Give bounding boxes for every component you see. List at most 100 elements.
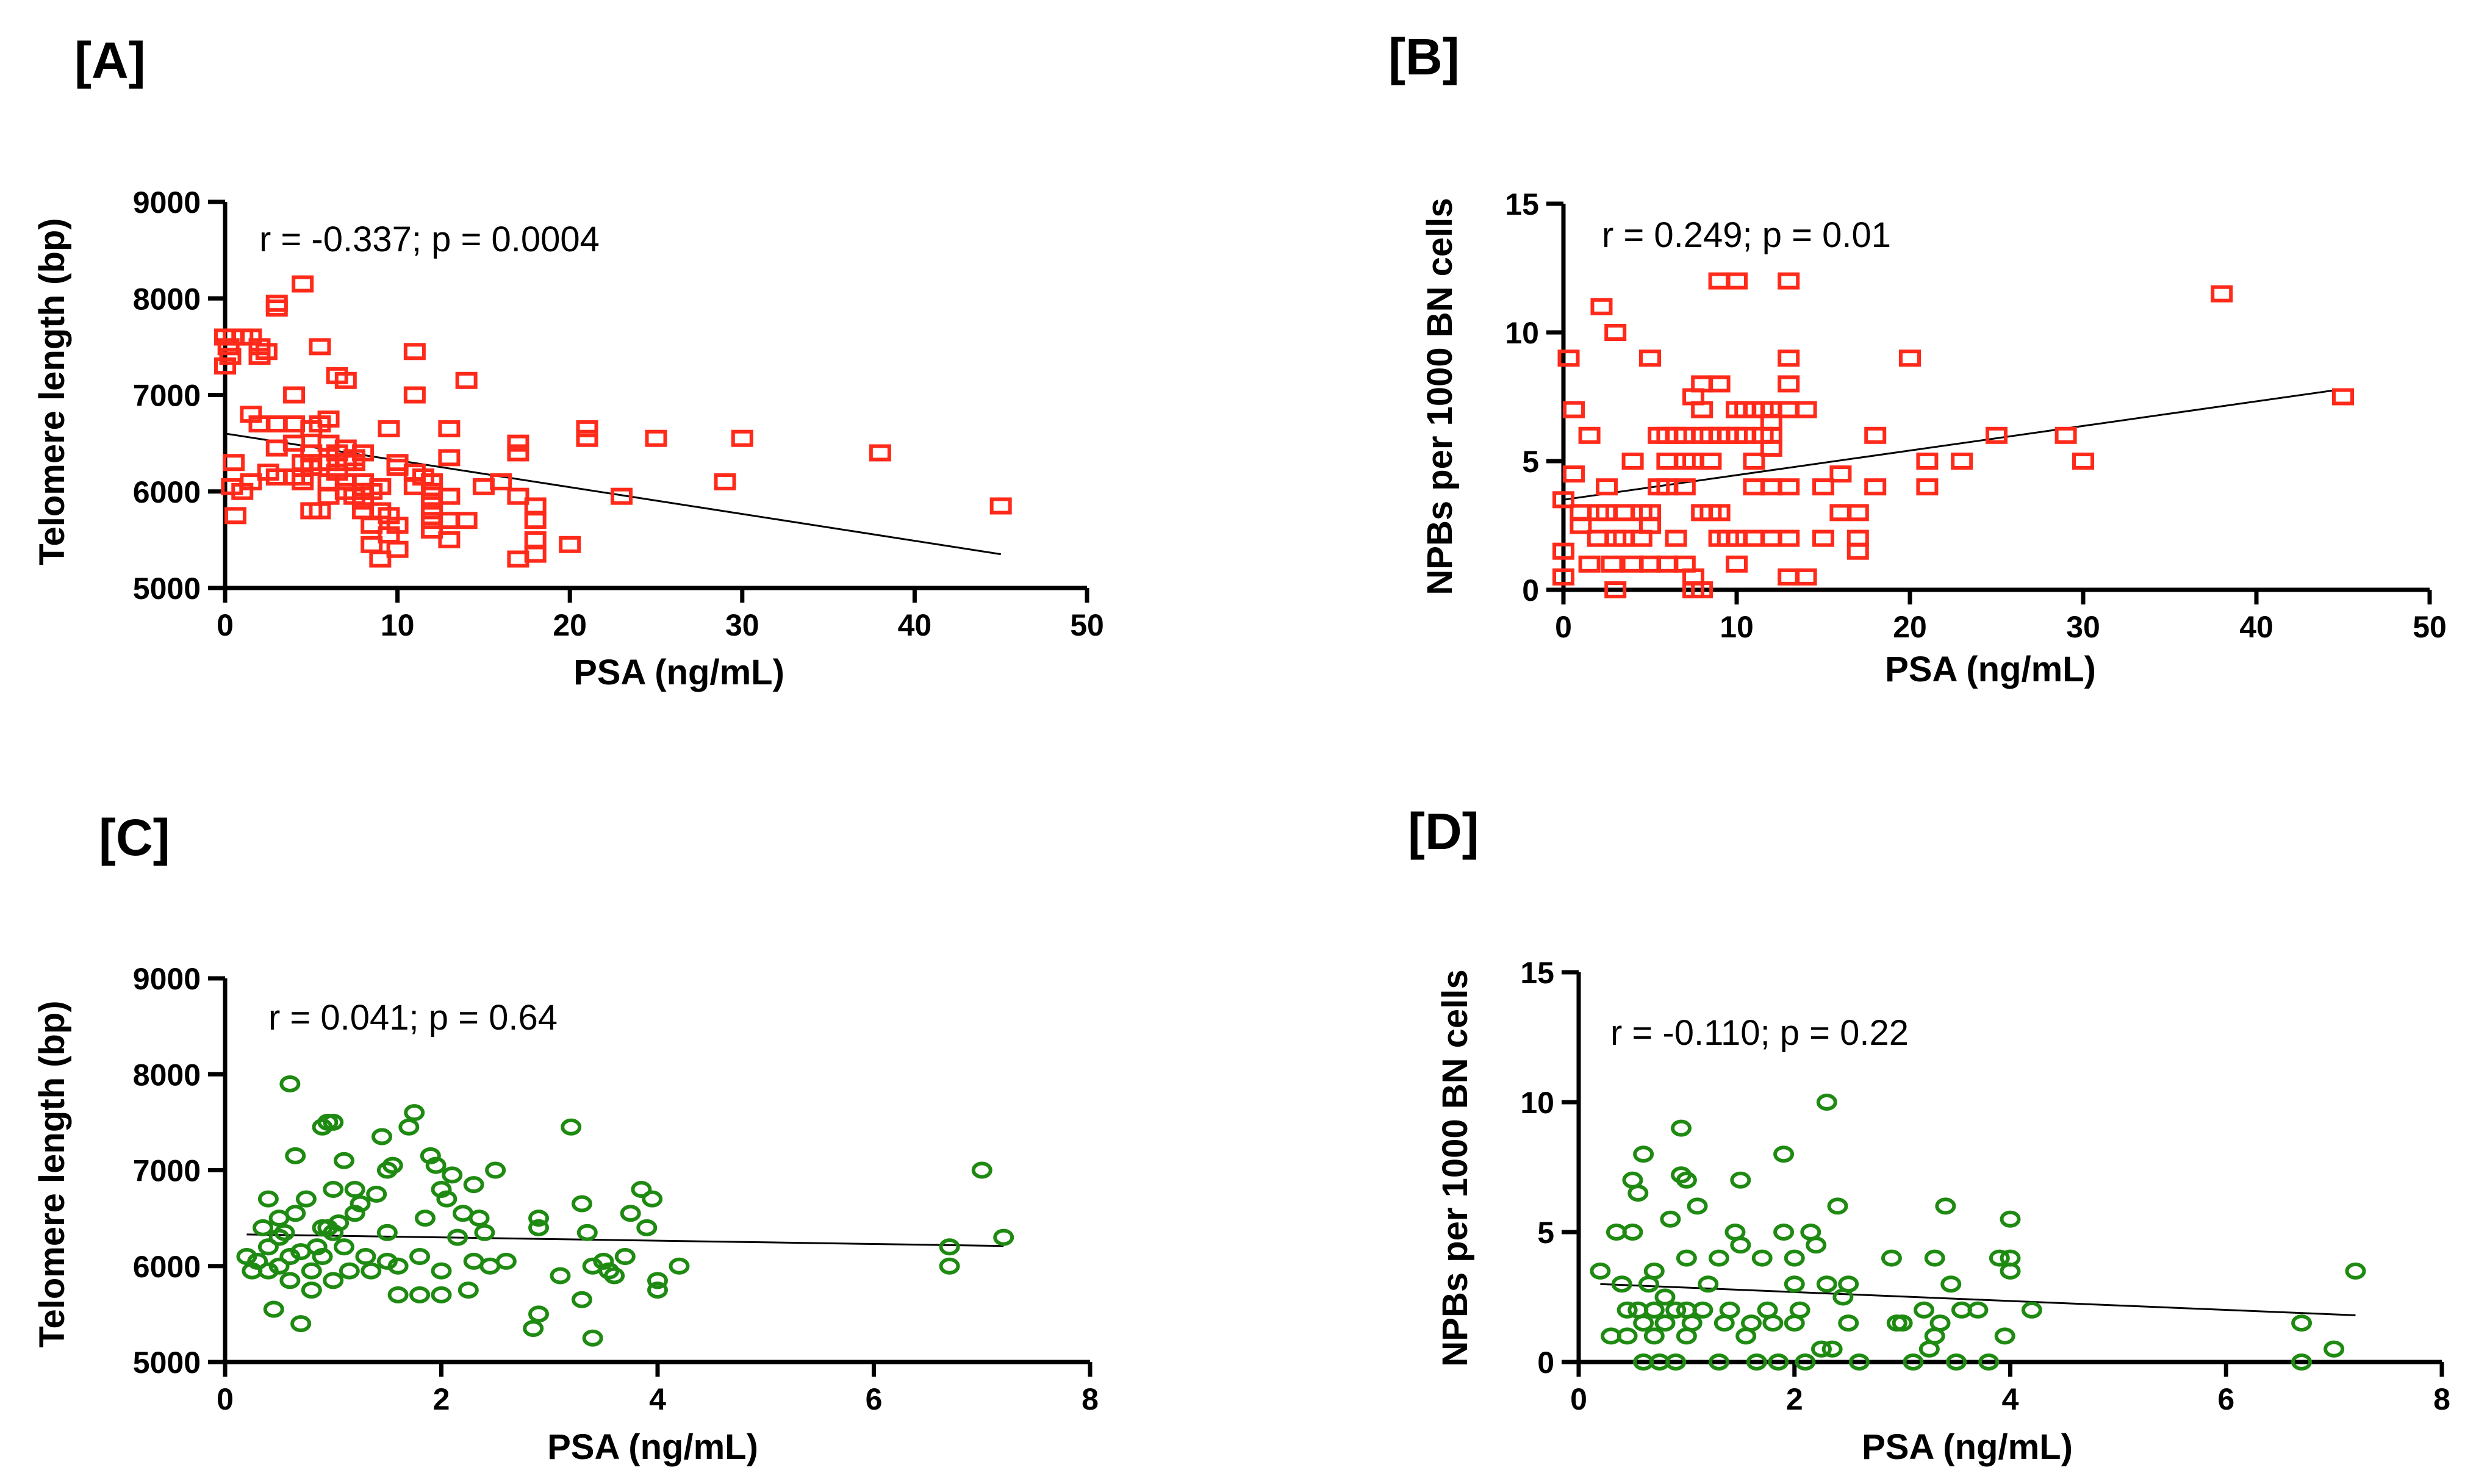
panel-c-data-point: [285, 1205, 306, 1222]
panel-c-data-point: [463, 1176, 484, 1194]
panel-d-data-point: [1789, 1301, 1810, 1319]
panel-a-x-axis-label: PSA (ng/mL): [573, 653, 784, 692]
panel-a-label: [A]: [74, 32, 146, 89]
panel-a-data-point: [309, 338, 331, 356]
panel-a-data-point: [421, 522, 443, 539]
panel-d-data-point: [1773, 1224, 1795, 1241]
panel-d-x-axis-label: PSA (ng/mL): [1862, 1427, 2073, 1467]
panel-a-y-tick-label: 8000: [133, 282, 201, 316]
panel-d-data-point: [1784, 1275, 1805, 1293]
panel-c-data-point: [528, 1305, 550, 1323]
panel-b-data-point: [1795, 568, 1817, 586]
panel-c-data-point: [993, 1228, 1014, 1246]
panel-c-data-point: [387, 1257, 409, 1275]
panel-d-data-point: [1821, 1340, 1843, 1358]
panel-d-data-point: [1676, 1249, 1697, 1267]
panel-c-data-point: [582, 1329, 603, 1347]
panel-d-data-point: [1698, 1275, 1719, 1293]
panel-d-data-point: [2323, 1340, 2345, 1358]
panel-d-data-point: [1665, 1353, 1687, 1371]
panel-d-data-point: [2291, 1314, 2313, 1332]
panel-d-data-point: [1643, 1301, 1665, 1319]
panel-d-y-tick-label: 0: [1537, 1346, 1554, 1380]
panel-c-y-tick-label: 8000: [133, 1058, 201, 1092]
panel-c-x-tick-label: 6: [866, 1382, 883, 1416]
panel-d-data-point: [1671, 1119, 1692, 1137]
panel-c-data-point: [576, 1224, 598, 1241]
panel-c-data-point: [312, 1248, 333, 1266]
panel-a-data-point: [714, 473, 736, 490]
panel-d-x-tick-label: 8: [2433, 1382, 2450, 1416]
panel-c-data-point: [333, 1152, 354, 1169]
panel-d-trend-line: [1600, 1283, 2356, 1316]
panel-b-data-point: [1916, 478, 1939, 496]
panel-d-data-point: [1914, 1301, 1934, 1319]
panel-a-data-point: [989, 497, 1012, 515]
panel-a-data-point: [283, 386, 306, 404]
panel-d-data-point: [1978, 1353, 2000, 1371]
panel-b-data-point: [2211, 285, 2233, 303]
panel-a-data-point: [283, 434, 306, 452]
panel-d-x-tick-label: 6: [2217, 1382, 2234, 1416]
panel-b-data-point: [1829, 465, 1852, 483]
panel-a-data-point: [248, 348, 271, 365]
panel-b-data-point: [1986, 426, 2008, 444]
panel-c-data-point: [333, 1238, 354, 1256]
panel-c-data-point: [301, 1281, 322, 1299]
panel-a-x-tick-label: 10: [381, 608, 415, 642]
panel-b-data-point: [1596, 478, 1618, 496]
panel-d-data-point: [2000, 1249, 2021, 1267]
panel-c-label: [C]: [99, 809, 170, 866]
panel-d-data-point: [2000, 1210, 2021, 1228]
panel-b-data-point: [1726, 272, 1748, 290]
panel-c-data-point: [263, 1300, 284, 1318]
panel-b-data-point: [1708, 504, 1731, 522]
panel-b-y-tick-label: 15: [1505, 187, 1539, 221]
panel-b-data-point: [1864, 478, 1887, 496]
panel-c-data-point: [971, 1161, 992, 1179]
panel-a-data-point: [265, 295, 288, 312]
panel-c-x-tick-label: 8: [1082, 1382, 1099, 1416]
panel-a-data-point: [223, 454, 245, 471]
panel-c-data-point: [523, 1319, 544, 1337]
panel-b-data-point: [1795, 401, 1817, 418]
panel-d-data-point: [1611, 1275, 1632, 1293]
panel-a-data-point: [438, 449, 461, 467]
panel-c-data-point: [279, 1272, 301, 1289]
panel-c-data-point: [328, 1214, 350, 1231]
panel-a-x-tick-label: 40: [898, 608, 932, 642]
panel-c-data-point: [409, 1286, 431, 1303]
panel-c-data-point: [528, 1219, 550, 1236]
panel-b-data-point: [1760, 439, 1782, 457]
panel-c-data-point: [355, 1248, 376, 1266]
panel-c-data-point: [382, 1156, 403, 1174]
panel-b-x-tick-label: 20: [1893, 610, 1927, 644]
panel-c-data-point: [442, 1166, 463, 1184]
panel-a-data-point: [265, 299, 288, 317]
panel-b-annotation: r = 0.249; p = 0.01: [1602, 215, 1891, 255]
panel-c-x-tick-label: 2: [433, 1382, 450, 1416]
panel-d-data-point: [1627, 1185, 1649, 1202]
panel-c-data-point: [371, 1128, 393, 1145]
panel-b-y-tick-label: 5: [1522, 445, 1539, 479]
panel-d-data-point: [1633, 1314, 1654, 1332]
panel-b-data-point: [1778, 272, 1800, 290]
panel-a-x-tick-label: 30: [725, 608, 759, 642]
panel-a-data-point: [386, 540, 409, 558]
panel-b-data-point: [1590, 298, 1613, 315]
panel-b-data-point: [1578, 555, 1601, 573]
panel-b-data-point: [1563, 401, 1585, 418]
panel-c-data-point: [550, 1267, 571, 1285]
panel-a-data-point: [610, 487, 633, 505]
panel-a-data-point: [438, 487, 461, 505]
panel-c-data-point: [647, 1281, 668, 1299]
panel-c-data-point: [409, 1248, 431, 1266]
panel-c-data-point: [290, 1315, 312, 1333]
panel-d-data-point: [1730, 1236, 1751, 1254]
panel-c-data-point: [301, 1262, 322, 1280]
panel-a-data-point: [507, 434, 529, 452]
panel-c-data-point: [268, 1257, 290, 1275]
panel-b-data-point: [1578, 426, 1601, 444]
panel-a-data-point: [869, 444, 891, 462]
panel-c-y-axis-label: Telomere length (bp): [32, 1000, 72, 1347]
